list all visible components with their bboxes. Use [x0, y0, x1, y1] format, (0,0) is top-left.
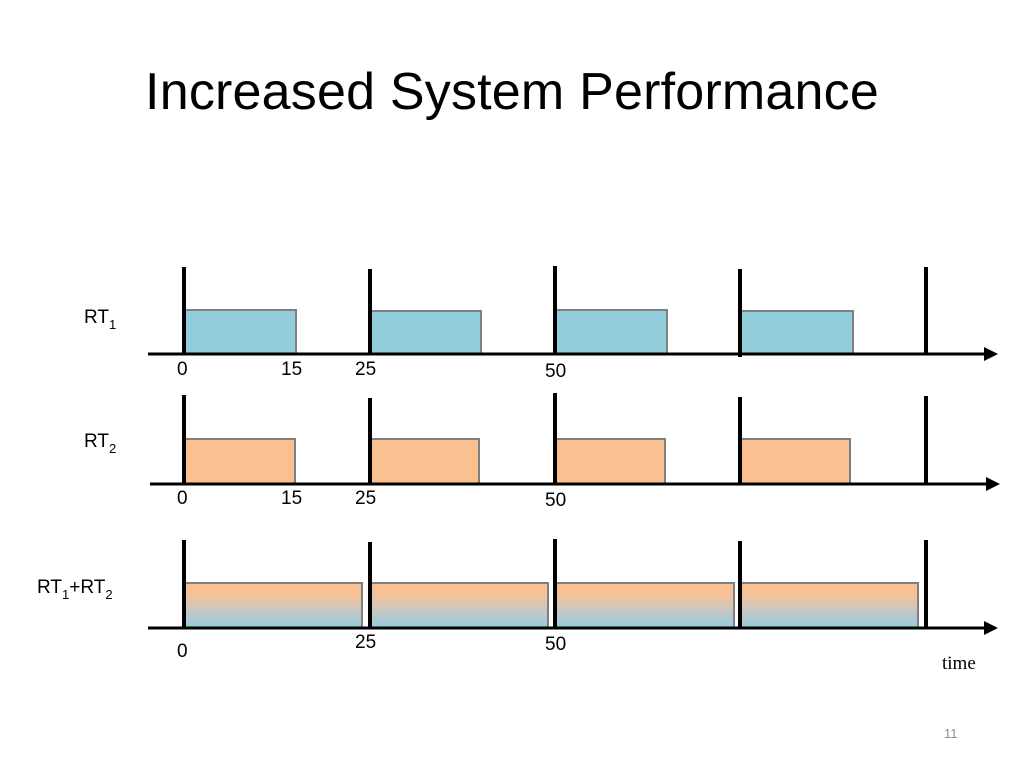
row-label-rt1: RT1	[84, 307, 116, 332]
rt1-tick-15: 15	[281, 359, 302, 380]
rt2-job-1	[184, 438, 296, 485]
slide-title: Increased System Performance	[145, 63, 879, 121]
rt2-tick-0: 0	[177, 488, 188, 509]
time-axis-label: time	[942, 653, 976, 674]
page-number: 11	[944, 726, 958, 741]
rt2-job-3	[555, 438, 666, 485]
rt1-tick-25: 25	[355, 359, 376, 380]
combined-job-3	[555, 582, 735, 629]
row-rt2: RT2 0 15 25 50	[84, 393, 1000, 511]
combined-tick-25: 25	[355, 632, 376, 653]
rt2-tick-50: 50	[545, 490, 566, 511]
rt2-job-2	[370, 438, 480, 485]
rt2-axis-arrowhead	[986, 477, 1000, 491]
rt1-job-1	[184, 309, 297, 355]
row-rt1rt2: RT1+RT2 0 25 50 time	[37, 539, 998, 674]
rt1-job-2	[370, 310, 482, 355]
combined-job-4	[740, 582, 919, 629]
rt1-job-4	[740, 310, 854, 355]
rt1-axis-arrowhead	[984, 347, 998, 361]
combined-tick-50: 50	[545, 634, 566, 655]
rt1-tick-0: 0	[177, 359, 188, 380]
combined-job-2	[370, 582, 549, 629]
combined-job-1	[184, 582, 363, 629]
rt1-job-3	[555, 309, 668, 355]
rt2-job-4	[740, 438, 851, 485]
rt2-tick-25: 25	[355, 488, 376, 509]
rt2-tick-15: 15	[281, 488, 302, 509]
combined-tick-0: 0	[177, 641, 188, 662]
rt1-tick-50: 50	[545, 361, 566, 382]
row-label-rt2: RT2	[84, 431, 116, 456]
row-label-rt1rt2: RT1+RT2	[37, 577, 113, 602]
row-rt1: RT1 0 15 25 50	[84, 266, 998, 382]
combined-axis-arrowhead	[984, 621, 998, 635]
